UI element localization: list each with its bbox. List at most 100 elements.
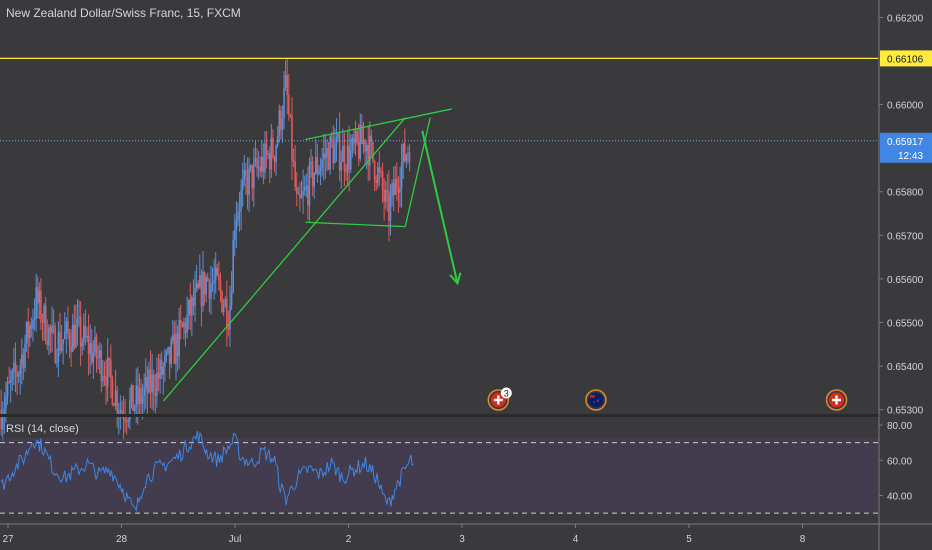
candle-body: [138, 388, 141, 404]
candle-body: [372, 141, 374, 161]
trendline-wedge-right[interactable]: [404, 117, 431, 227]
candles: [0, 59, 411, 441]
candle-body: [308, 164, 311, 206]
candle-body: [342, 145, 344, 162]
candle-body: [361, 125, 363, 145]
trendline-wedge-bottom[interactable]: [305, 221, 406, 228]
trend-drawings[interactable]: [0, 57, 878, 402]
candle-body: [162, 367, 165, 376]
candle-body: [35, 287, 37, 319]
time-tick-label: Jul: [229, 534, 242, 545]
candle-body: [89, 343, 91, 354]
flag-union: [589, 395, 595, 398]
candle-body: [186, 314, 188, 333]
nz-flag-event-marker[interactable]: [585, 389, 607, 411]
candle-body: [28, 325, 31, 339]
candle-body: [338, 133, 341, 171]
candle-body: [213, 280, 215, 284]
candle-body: [94, 336, 96, 353]
candle-body: [208, 280, 211, 299]
candle-body: [367, 145, 370, 166]
candle-body: [81, 342, 84, 347]
candle-body: [343, 145, 346, 170]
economic-events[interactable]: 3: [487, 387, 848, 411]
projection-arrow-shaft[interactable]: [421, 130, 459, 284]
flag-star: [592, 401, 595, 403]
candle-body: [292, 160, 295, 162]
candle-body: [184, 322, 187, 333]
candle-body: [311, 161, 314, 187]
candle-body: [233, 230, 236, 241]
trendline-rising-support[interactable]: [163, 117, 406, 402]
candle-body: [210, 283, 212, 299]
candle-body: [105, 376, 107, 387]
candle-body: [329, 136, 331, 170]
candle-body: [168, 346, 171, 364]
candle-body: [369, 135, 371, 166]
candle-body: [221, 291, 223, 312]
candle-body: [253, 162, 255, 189]
candle-body: [346, 145, 349, 172]
candle-body: [195, 283, 198, 289]
price-tick-label: 0.65800: [887, 188, 924, 199]
time-tick-label: 4: [573, 534, 579, 545]
candle-body: [256, 158, 258, 169]
candle-body: [249, 165, 252, 168]
candle-body: [79, 317, 82, 347]
candle-body: [268, 153, 271, 170]
candle-body: [365, 145, 368, 152]
candle-body: [351, 137, 354, 150]
rsi-tick-label: 40.00: [887, 492, 912, 503]
candle-body: [191, 297, 193, 317]
price-axis-panel[interactable]: [880, 0, 932, 550]
candle-body: [3, 408, 6, 418]
candle-body: [206, 277, 209, 281]
candle-body: [278, 110, 281, 137]
candle-body: [27, 322, 30, 339]
price-tick-label: 0.65400: [887, 362, 924, 373]
rsi-tick-label: 60.00: [887, 456, 912, 467]
candle-body: [318, 171, 320, 174]
candle-body: [83, 325, 85, 343]
candle-body: [224, 298, 227, 307]
candle-body: [383, 189, 385, 202]
candle-body: [111, 378, 114, 405]
rsi-band-fill: [0, 438, 878, 512]
candle-body: [49, 327, 52, 334]
candle-body: [63, 332, 66, 340]
candle-body: [178, 319, 180, 357]
candle-body: [1, 417, 4, 430]
candle-body: [181, 323, 184, 327]
candle-body: [205, 277, 207, 295]
swiss-flag-event-marker[interactable]: [825, 389, 848, 411]
candle-body: [265, 143, 268, 155]
candle-body: [154, 393, 157, 396]
candle-body: [364, 139, 366, 152]
candle-body: [254, 158, 257, 163]
swiss-flag-event-marker[interactable]: 3: [487, 387, 512, 411]
candle-body: [345, 169, 347, 172]
trendline-wedge-top[interactable]: [305, 108, 452, 141]
candle-body: [187, 299, 190, 315]
candle-body: [203, 271, 206, 295]
candle-body: [326, 148, 328, 158]
candle-body: [286, 75, 289, 95]
candle-body: [17, 374, 20, 377]
candle-body: [103, 375, 106, 377]
chart-title[interactable]: New Zealand Dollar/Swiss Franc, 15, FXCM: [6, 6, 241, 20]
rsi-indicator-label[interactable]: RSI (14, close): [6, 423, 79, 435]
candle-body: [176, 332, 179, 357]
flag-cross-horizontal: [832, 398, 842, 402]
candle-body: [110, 360, 112, 379]
candle-body: [19, 365, 22, 375]
event-badge: [500, 387, 512, 399]
candle-body: [335, 137, 338, 146]
price-tick-label: 0.65700: [887, 231, 924, 242]
candle-body: [33, 318, 36, 321]
candle-body: [133, 406, 136, 411]
pane-divider[interactable]: [0, 414, 880, 417]
candle-body: [200, 275, 203, 307]
candle-body: [214, 267, 217, 281]
candle-body: [389, 196, 392, 222]
